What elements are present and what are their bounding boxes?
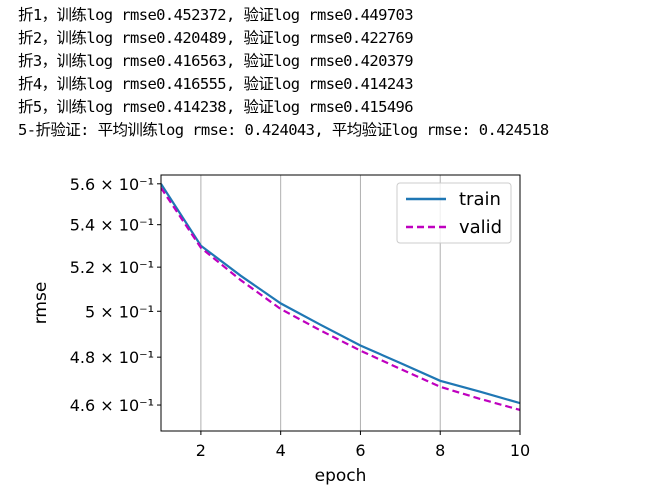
x-tick-label: 10	[510, 441, 530, 460]
y-tick-label: 5.4 × 10⁻¹	[70, 216, 154, 235]
x-tick-label: 8	[435, 441, 445, 460]
training-log: 折1，训练log rmse0.452372, 验证log rmse0.44970…	[0, 4, 652, 142]
log-line-fold-4: 折4，训练log rmse0.416555, 验证log rmse0.41424…	[18, 75, 414, 93]
y-axis-label: rmse	[31, 282, 51, 325]
series-layer	[161, 183, 520, 411]
y-tick-label: 4.6 × 10⁻¹	[70, 396, 154, 415]
y-tick-label: 5 × 10⁻¹	[85, 302, 154, 321]
x-tick-label: 6	[355, 441, 365, 460]
tick-layer: 2 4 6 8 10 4.6 × 10⁻¹ 4.8 × 10⁻¹ 5 × 10⁻¹ 5.2 × …	[70, 175, 530, 460]
log-line-summary: 5-折验证: 平均训练log rmse: 0.424043, 平均验证log r…	[18, 121, 549, 139]
plot-frame	[160, 174, 521, 432]
log-line-fold-5: 折5，训练log rmse0.414238, 验证log rmse0.41549…	[18, 98, 414, 116]
y-tick-label: 4.8 × 10⁻¹	[70, 348, 154, 367]
y-tick-label: 5.2 × 10⁻¹	[70, 258, 154, 277]
log-line-fold-3: 折3，训练log rmse0.416563, 验证log rmse0.42037…	[18, 52, 414, 70]
log-line-fold-2: 折2，训练log rmse0.420489, 验证log rmse0.42276…	[18, 29, 414, 47]
series-line-train	[161, 183, 520, 405]
x-axis-label: epoch	[315, 466, 367, 486]
legend-label-valid: valid	[459, 217, 502, 238]
log-line-fold-1: 折1，训练log rmse0.452372, 验证log rmse0.44970…	[18, 6, 414, 24]
x-tick-label: 4	[276, 441, 286, 460]
y-tick-label: 5.6 × 10⁻¹	[70, 175, 154, 194]
x-tick-label: 2	[196, 441, 206, 460]
legend-label-train: train	[459, 189, 501, 210]
legend: train valid	[396, 182, 512, 244]
